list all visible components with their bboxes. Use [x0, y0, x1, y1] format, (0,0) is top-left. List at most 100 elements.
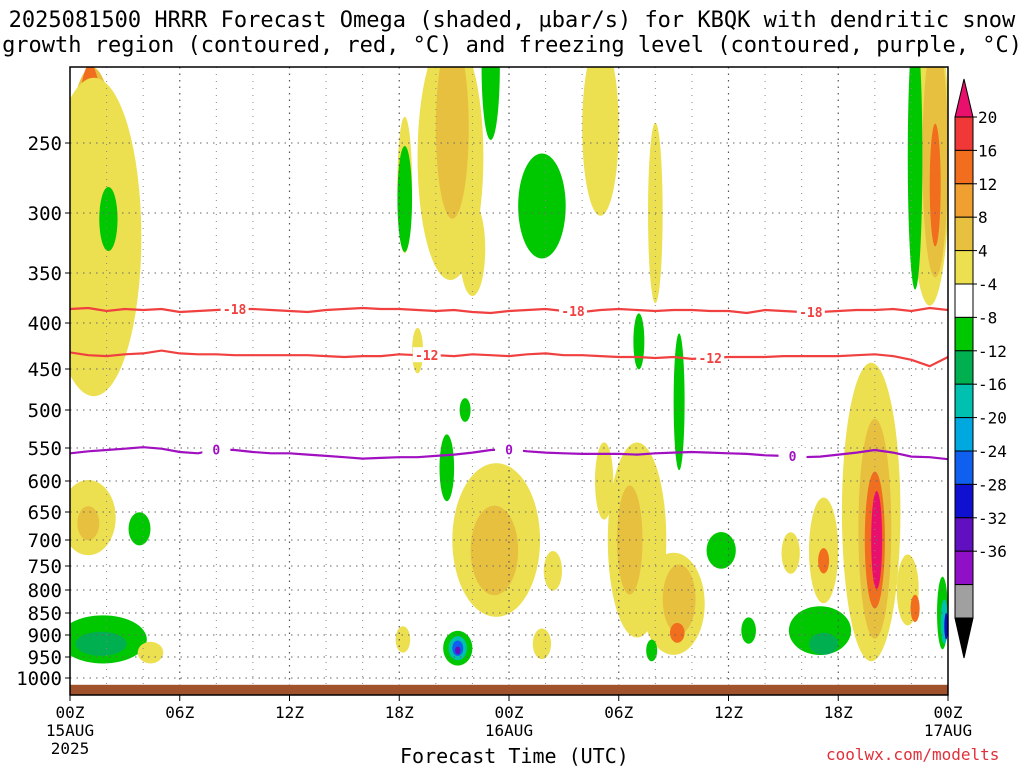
omega-region-35 — [633, 313, 645, 370]
colorbar-block-8 — [954, 383, 974, 419]
colorbar-label-11: -28 — [978, 475, 1007, 494]
contour-label-bg — [696, 349, 725, 365]
x-tick-label-0: 00Z — [56, 703, 85, 722]
contour-label-bg — [495, 441, 523, 457]
colorbar-block-3 — [954, 216, 974, 252]
credit-text: coolwx.com/modelts — [826, 745, 1000, 764]
contour-label-bg — [202, 441, 231, 457]
x-axis-title: Forecast Time (UTC) — [400, 744, 629, 768]
omega-region-6 — [77, 506, 100, 541]
colorbar-label-8: -16 — [978, 375, 1007, 394]
omega-region-12 — [397, 146, 413, 252]
omega-region-4 — [99, 187, 118, 251]
colorbar-label-9: -20 — [978, 409, 1007, 428]
omega-region-60 — [944, 613, 948, 640]
contour-label-bg — [220, 301, 249, 316]
omega-region-10 — [137, 641, 164, 664]
colorbar-block-7 — [954, 350, 974, 385]
colorbar-block-2 — [954, 183, 974, 218]
x-date-label-0: 15AUG — [46, 721, 94, 740]
y-tick-label-450: 450 — [28, 359, 62, 381]
omega-region-18 — [582, 67, 619, 216]
contour-label-0-1: -18 — [561, 305, 585, 320]
contour-label-bg — [778, 447, 807, 463]
omega-region-30 — [532, 628, 552, 660]
omega-region-40 — [646, 639, 658, 662]
omega-region-55 — [907, 67, 923, 290]
y-tick-label-950: 950 — [28, 647, 62, 669]
omega-region-38 — [662, 564, 696, 634]
colorbar: 20 16 12 8 4 -4 -8 -12 -16 -20 -24 -28 -32 -36 — [954, 78, 1007, 659]
colorbar-label-6: -8 — [978, 308, 997, 327]
x-tick-label-6: 12Z — [714, 703, 743, 722]
x-tick-label-8: 00Z — [934, 703, 963, 722]
y-tick-label-1000: 1000 — [16, 668, 62, 690]
colorbar-label-3: 8 — [978, 208, 988, 227]
omega-region-21 — [459, 398, 471, 422]
omega-region-24 — [439, 434, 455, 502]
x-tick-label-5: 06Z — [604, 703, 633, 722]
colorbar-label-0: 20 — [978, 108, 997, 127]
omega-region-45 — [818, 548, 830, 574]
colorbar-block-11 — [954, 483, 974, 519]
y-tick-label-850: 850 — [28, 603, 62, 625]
chart-title-line2: growth region (contoured, red, °C) and f… — [2, 33, 1022, 58]
y-tick-label-600: 600 — [28, 471, 62, 493]
x-date-label-4: 16AUG — [485, 721, 533, 740]
colorbar-block-1 — [954, 149, 974, 185]
colorbar-label-10: -24 — [978, 442, 1007, 461]
y-tick-label-350: 350 — [28, 263, 62, 285]
contour-label-0-2: -18 — [799, 306, 823, 321]
contour-label-bg — [559, 303, 588, 318]
omega-region-31 — [543, 551, 563, 591]
omega-region-54 — [929, 123, 941, 247]
omega-region-23 — [470, 505, 519, 596]
colorbar-label-7: -12 — [978, 342, 1007, 361]
contour-label-bg — [796, 304, 825, 319]
colorbar-block-14 — [954, 584, 974, 619]
x-tick-label-7: 18Z — [824, 703, 853, 722]
omega-region-3 — [70, 77, 142, 397]
contour-label-1-0: -12 — [415, 349, 438, 364]
y-tick-label-800: 800 — [28, 580, 62, 602]
colorbar-label-12: -32 — [978, 509, 1007, 528]
colorbar-label-13: -36 — [978, 542, 1007, 561]
contour-label-2-2: 0 — [789, 450, 797, 465]
omega-region-47 — [808, 632, 839, 655]
x-year-label-0: 2025 — [51, 739, 90, 758]
colorbar-label-2: 12 — [978, 175, 997, 194]
omega-region-36 — [673, 333, 685, 471]
omega-region-25 — [395, 626, 411, 653]
colorbar-top-arrow — [954, 78, 974, 118]
y-tick-label-700: 700 — [28, 530, 62, 552]
colorbar-block-0 — [954, 116, 974, 151]
omega-region-43 — [781, 532, 800, 574]
chart-title-line1: 2025081500 HRRR Forecast Omega (shaded, … — [8, 8, 1016, 33]
contour-label-2-1: 0 — [505, 443, 513, 458]
omega-region-9 — [75, 631, 127, 656]
y-tick-label-750: 750 — [28, 556, 62, 578]
omega-region-39 — [669, 622, 685, 643]
x-tick-label-1: 06Z — [165, 703, 194, 722]
y-tick-label-250: 250 — [28, 133, 62, 155]
contour-line-1 — [70, 349, 948, 368]
ground-surface — [70, 684, 948, 695]
colorbar-block-4 — [954, 250, 974, 285]
pressure-axis: 2503003504004505005506006507007508008509… — [16, 133, 70, 690]
omega-region-29 — [455, 646, 461, 655]
omega-region-57 — [910, 594, 920, 623]
y-tick-label-500: 500 — [28, 400, 62, 422]
colorbar-block-5 — [954, 283, 974, 318]
y-tick-label-550: 550 — [28, 438, 62, 460]
omega-region-42 — [741, 617, 756, 644]
omega-region-16 — [481, 67, 500, 140]
colorbar-label-4: 4 — [978, 242, 988, 261]
colorbar-block-12 — [954, 517, 974, 552]
omega-region-17 — [518, 153, 566, 259]
y-tick-label-300: 300 — [28, 203, 62, 225]
contour-label-0-0: -18 — [223, 303, 247, 318]
colorbar-label-5: -4 — [978, 275, 997, 294]
temperature-contours: -18 -18 -18 -12 -12 0 0 0 — [70, 301, 948, 465]
